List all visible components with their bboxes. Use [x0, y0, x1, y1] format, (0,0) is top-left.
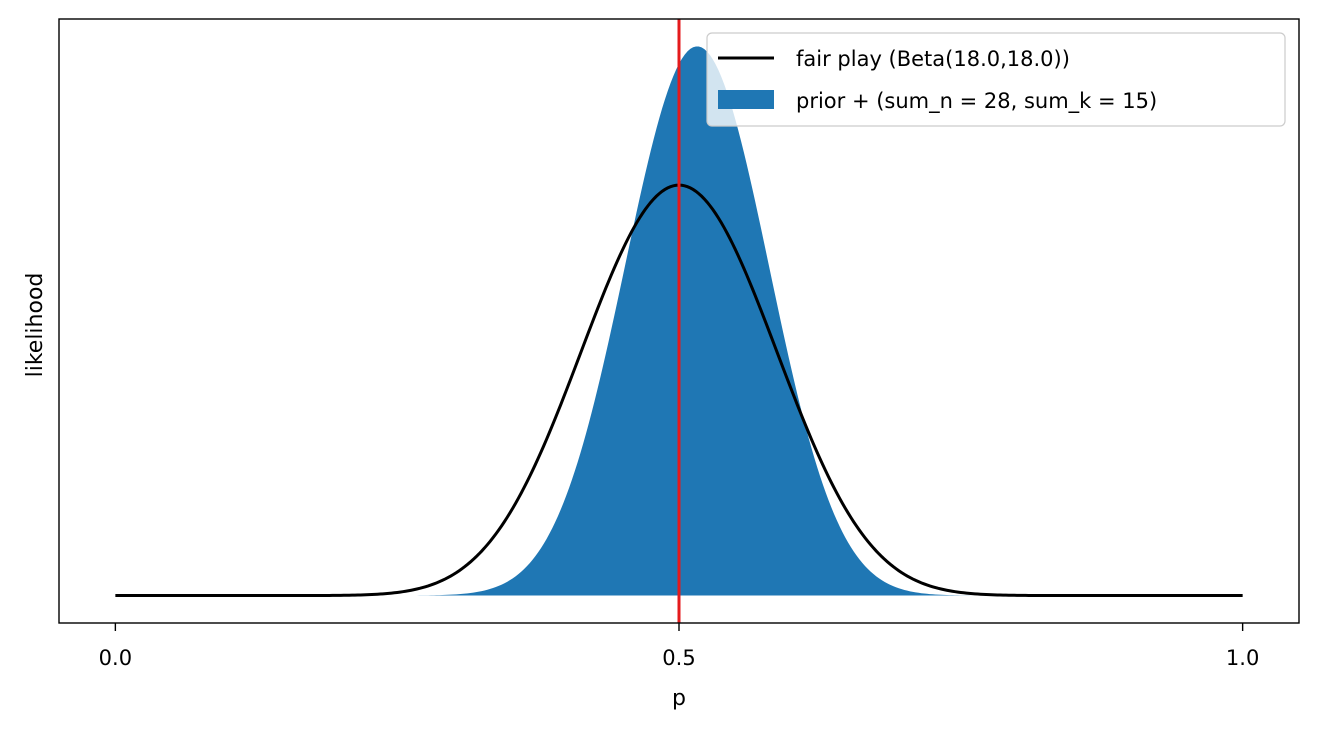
x-axis-label: p	[672, 686, 686, 711]
x-tick-label: 0.5	[662, 646, 695, 670]
legend-swatch-posterior	[718, 90, 774, 109]
legend: fair play (Beta(18.0,18.0)) prior + (sum…	[706, 32, 1286, 127]
y-axis-label: likelihood	[23, 273, 48, 378]
x-tick-label: 1.0	[1226, 646, 1259, 670]
legend-label-fair-play: fair play (Beta(18.0,18.0))	[796, 47, 1070, 71]
legend-box	[706, 32, 1286, 127]
x-tick-label: 0.0	[99, 646, 132, 670]
x-axis-ticks: 0.0 0.5 1.0	[99, 623, 1259, 670]
plot-area	[115, 19, 1243, 623]
legend-label-posterior: prior + (sum_n = 28, sum_k = 15)	[796, 89, 1157, 114]
